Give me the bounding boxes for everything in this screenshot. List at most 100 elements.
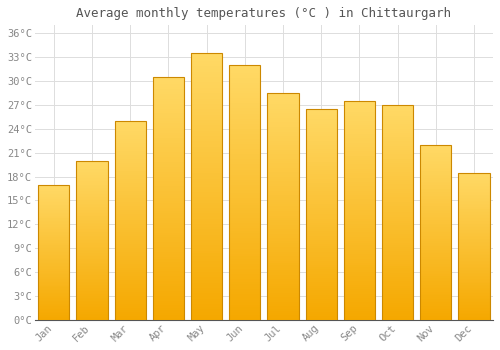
Bar (306, 145, 337, 147)
Bar (38, 234, 70, 236)
Bar (268, 120, 298, 122)
Bar (76, 162, 108, 164)
Bar (420, 175, 452, 176)
Bar (38, 203, 70, 205)
Bar (268, 163, 298, 166)
Bar (152, 89, 184, 92)
Bar (306, 168, 337, 170)
Bar (420, 229, 452, 231)
Bar (420, 208, 452, 210)
Bar (458, 230, 490, 232)
Bar (114, 137, 146, 139)
Bar (344, 296, 375, 298)
Bar (382, 212, 413, 215)
Bar (420, 252, 452, 253)
Bar (344, 195, 375, 197)
Bar (191, 237, 222, 240)
Bar (382, 286, 413, 288)
Bar (38, 267, 70, 268)
Bar (76, 242, 108, 244)
Bar (152, 230, 184, 232)
Bar (38, 193, 70, 194)
Bar (382, 150, 413, 152)
Bar (268, 281, 298, 284)
Bar (268, 177, 298, 179)
Bar (38, 275, 70, 276)
Bar (458, 260, 490, 261)
Bar (420, 203, 452, 204)
Bar (76, 255, 108, 256)
Bar (38, 285, 70, 286)
Bar (229, 231, 260, 233)
Bar (38, 258, 70, 259)
Bar (114, 204, 146, 206)
Bar (420, 257, 452, 259)
Bar (76, 244, 108, 245)
Bar (306, 185, 337, 187)
Bar (268, 111, 298, 113)
Bar (458, 292, 490, 293)
Bar (229, 317, 260, 320)
Bar (268, 236, 298, 238)
Bar (420, 280, 452, 281)
Bar (458, 173, 490, 320)
Bar (76, 210, 108, 212)
Bar (114, 280, 146, 282)
Bar (306, 189, 337, 191)
Bar (191, 114, 222, 117)
Bar (306, 293, 337, 295)
Bar (38, 270, 70, 271)
Bar (76, 299, 108, 301)
Bar (229, 78, 260, 80)
Bar (268, 220, 298, 222)
Bar (420, 236, 452, 238)
Bar (420, 260, 452, 262)
Bar (152, 298, 184, 301)
Bar (344, 169, 375, 171)
Bar (420, 173, 452, 175)
Bar (38, 228, 70, 229)
Bar (420, 285, 452, 287)
Bar (152, 145, 184, 147)
Bar (268, 315, 298, 318)
Bar (458, 242, 490, 243)
Bar (229, 307, 260, 310)
Bar (344, 250, 375, 252)
Bar (382, 238, 413, 240)
Bar (268, 109, 298, 111)
Bar (114, 264, 146, 266)
Bar (306, 271, 337, 273)
Bar (114, 121, 146, 320)
Bar (229, 188, 260, 190)
Bar (382, 303, 413, 305)
Bar (382, 116, 413, 118)
Bar (38, 251, 70, 252)
Bar (114, 121, 146, 123)
Bar (306, 141, 337, 143)
Bar (229, 282, 260, 284)
Bar (191, 309, 222, 312)
Bar (76, 186, 108, 188)
Bar (114, 316, 146, 318)
Bar (344, 164, 375, 167)
Bar (114, 125, 146, 127)
Bar (420, 204, 452, 206)
Bar (114, 173, 146, 175)
Bar (191, 120, 222, 122)
Bar (344, 182, 375, 184)
Bar (38, 239, 70, 240)
Bar (114, 232, 146, 234)
Bar (420, 299, 452, 301)
Bar (458, 214, 490, 215)
Bar (420, 192, 452, 194)
Bar (382, 107, 413, 109)
Bar (458, 307, 490, 308)
Bar (152, 257, 184, 259)
Bar (114, 218, 146, 220)
Bar (458, 283, 490, 285)
Bar (229, 141, 260, 144)
Bar (114, 145, 146, 147)
Bar (152, 82, 184, 84)
Bar (306, 130, 337, 132)
Bar (382, 111, 413, 113)
